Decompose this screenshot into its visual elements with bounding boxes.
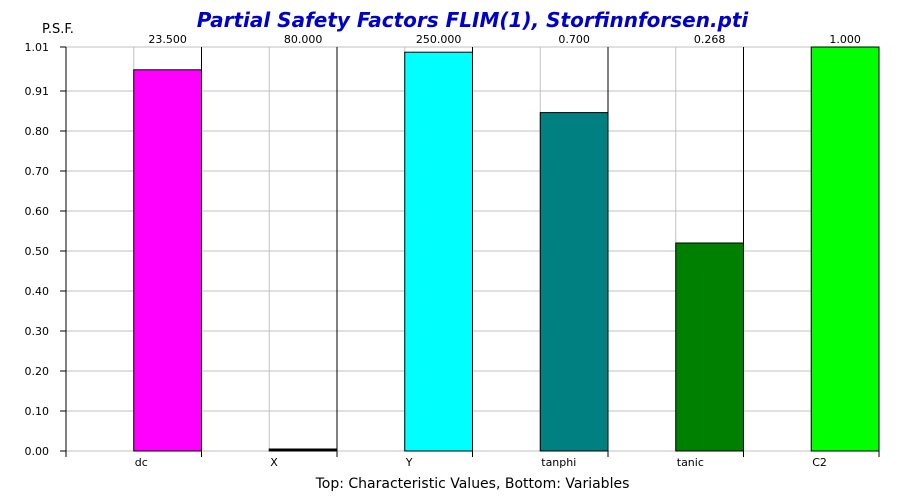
top-labels: 23.500 80.000 250.000 0.700 0.268 1.000: [148, 33, 861, 46]
bar-Y: [404, 51, 473, 452]
bar-C2: [810, 46, 880, 452]
x-category-label: dc: [135, 456, 148, 469]
x-category-label: tanphi: [541, 456, 576, 469]
characteristic-value-label: 0.268: [694, 33, 726, 46]
x-category-label: C2: [812, 456, 827, 469]
y-tick-label: 0.50: [25, 245, 50, 258]
y-axis-label: P.S.F.: [42, 22, 74, 37]
y-tick-label: 0.00: [25, 445, 50, 458]
characteristic-value-label: 250.000: [416, 33, 462, 46]
x-category-label: Y: [405, 456, 413, 469]
bar-X: [268, 448, 338, 452]
y-tick-label: 0.80: [25, 125, 50, 138]
y-axis-ticks: 0.00 0.10 0.20 0.30 0.40 0.50 0.60 0.70 0.80 0.91…: [25, 41, 66, 458]
bar-dc: [133, 69, 202, 452]
y-tick-label: 0.30: [25, 325, 50, 338]
characteristic-value-label: 1.000: [829, 33, 861, 46]
y-tick-label: 0.40: [25, 285, 50, 298]
x-category-label: tanic: [677, 456, 704, 469]
characteristic-value-label: 23.500: [148, 33, 187, 46]
x-axis-label: Top: Characteristic Values, Bottom: Vari…: [315, 476, 630, 492]
y-tick-label: 0.10: [25, 405, 50, 418]
y-tick-label: 0.91: [25, 85, 50, 98]
y-tick-label: 0.20: [25, 365, 50, 378]
y-tick-label: 0.70: [25, 165, 50, 178]
characteristic-value-label: 80.000: [284, 33, 323, 46]
characteristic-value-label: 0.700: [558, 33, 590, 46]
bars: [133, 46, 880, 452]
chart-title: Partial Safety Factors FLIM(1), Storfinn…: [196, 8, 749, 32]
y-tick-label: 0.60: [25, 205, 50, 218]
y-tick-label: 1.01: [25, 41, 50, 54]
x-category-label: X: [270, 456, 278, 469]
bar-tanic: [675, 242, 744, 452]
bar-tanphi: [539, 112, 609, 452]
